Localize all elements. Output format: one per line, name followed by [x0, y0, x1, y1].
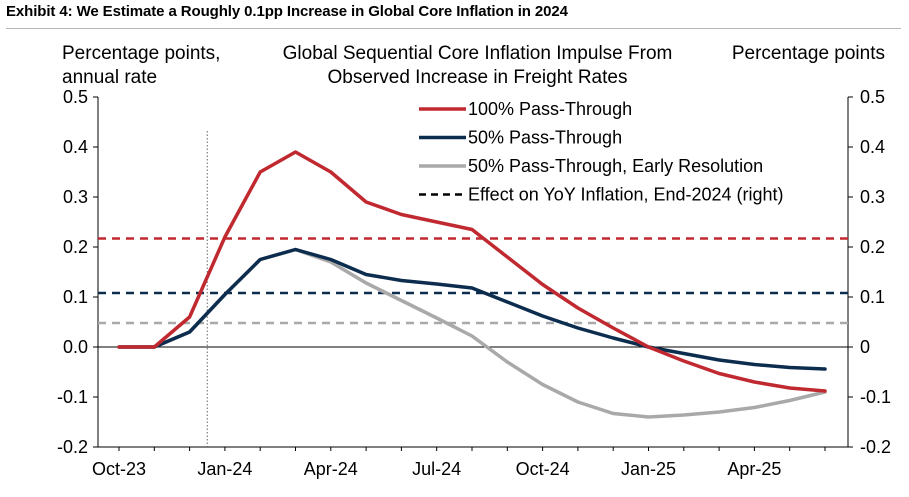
left-axis-unit-line-2: annual rate: [62, 67, 158, 88]
left-y-tick-label: -0.2: [57, 437, 88, 457]
series-line: [117, 150, 827, 393]
left-axis-unit-label: Percentage points, annual rate: [62, 42, 220, 90]
left-axis-unit-line-1: Percentage points,: [62, 43, 221, 64]
x-tick-label: Jan-25: [621, 459, 676, 479]
right-y-tick-label: 0: [860, 337, 870, 357]
left-y-tick-label: 0.3: [63, 187, 88, 207]
series-line: [117, 247, 827, 419]
right-y-tick-label: 0.3: [860, 187, 885, 207]
left-y-tick-label: 0.4: [63, 137, 88, 157]
left-y-tick-label: -0.1: [57, 387, 88, 407]
right-y-tick-label: 0.4: [860, 137, 885, 157]
x-tick-label: Oct-23: [92, 459, 146, 479]
x-tick-label: Jul-24: [412, 459, 461, 479]
left-y-tick-label: 0.0: [63, 337, 88, 357]
x-tick-label: Jan-24: [197, 459, 252, 479]
legend-label: 50% Pass-Through, Early Resolution: [468, 156, 763, 176]
chart-title: Global Sequential Core Inflation Impulse…: [250, 42, 705, 90]
title-divider: [6, 28, 901, 29]
right-y-tick-label: -0.2: [860, 437, 891, 457]
left-y-tick-label: 0.1: [63, 287, 88, 307]
right-y-tick-label: 0.1: [860, 287, 885, 307]
left-y-tick-label: 0.5: [63, 87, 88, 107]
x-tick-label: Apr-24: [304, 459, 358, 479]
right-axis-unit-label: Percentage points: [731, 43, 885, 64]
x-tick-label: Apr-25: [727, 459, 781, 479]
exhibit-title: Exhibit 4: We Estimate a Roughly 0.1pp I…: [6, 3, 568, 20]
right-y-tick-label: -0.1: [860, 387, 891, 407]
left-y-tick-label: 0.2: [63, 237, 88, 257]
chart-title-line-1: Global Sequential Core Inflation Impulse…: [282, 43, 673, 64]
legend-label: Effect on YoY Inflation, End-2024 (right…: [468, 185, 784, 205]
series-line: [117, 247, 827, 371]
legend-label: 100% Pass-Through: [468, 99, 632, 119]
right-y-tick-label: 0.2: [860, 237, 885, 257]
legend-label: 50% Pass-Through: [468, 128, 622, 148]
right-y-tick-label: 0.5: [860, 87, 885, 107]
chart-title-line-2: Observed Increase in Freight Rates: [327, 67, 628, 88]
x-tick-label: Oct-24: [516, 459, 570, 479]
